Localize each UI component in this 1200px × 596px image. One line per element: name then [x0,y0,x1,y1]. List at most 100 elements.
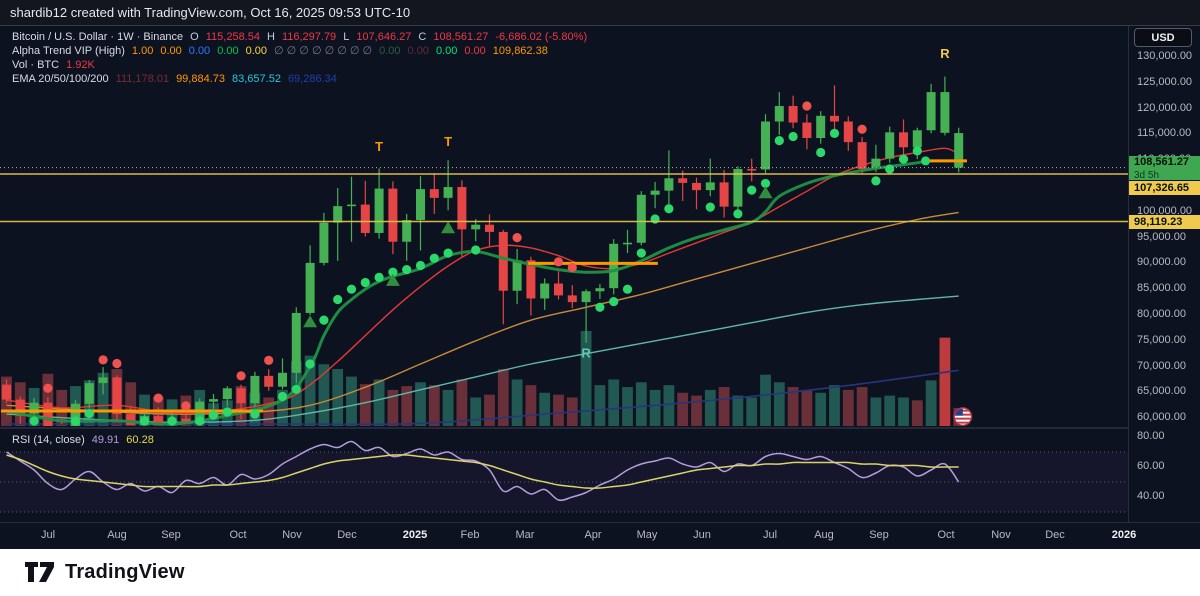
tradingview-logo-icon [25,562,54,582]
time-axis-label: Nov [282,529,302,541]
legend-value: 107,646.27 [356,31,412,43]
legend-label: EMA 20/50/100/200 [12,73,109,85]
time-axis-label: Feb [460,529,480,541]
alert-price-badge: 107,326.65 [1129,180,1200,195]
legend-value: C [418,31,427,43]
time-axis-label: Apr [584,529,602,541]
price-axis-label: 115,000.00 [1137,127,1192,140]
legend-value: 1.00 [131,45,154,57]
letter-marker: T [444,134,452,149]
rsi-axis-label: 60.00 [1137,460,1165,472]
rsi-axis-label: 80.00 [1137,430,1165,442]
letter-marker: T [375,139,383,154]
legend-value: L [343,31,350,43]
time-axis-label: Mar [515,529,535,541]
symbol-legend[interactable]: Bitcoin / U.S. Dollar · 1W · Binance O 115… [12,30,594,86]
time-axis-label: 2026 [1111,529,1137,541]
price-axis-label: 70,000.00 [1137,359,1186,372]
rsi-legend[interactable]: RSI (14, close) 49.91 60.28 [12,433,161,447]
tradingview-wordmark: TradingView [65,560,185,583]
price-axis-label: 125,000.00 [1137,75,1193,88]
tradingview-logo[interactable]: TradingView [24,559,185,585]
time-axis-label: Oct [937,529,955,541]
legend-value: 0.00 [379,45,401,57]
legend-value: 0.00 [407,45,429,57]
legend-row[interactable]: EMA 20/50/100/200 111,178.01 99,884.73 83,6… [12,72,594,86]
time-axis-label: Jun [693,529,711,541]
price-axis-label: 75,000.00 [1137,333,1186,346]
price-axis-label: 65,000.00 [1137,385,1186,398]
rsi-legend-label: RSI (14, close) [12,434,85,446]
legend-value: H [266,31,275,43]
legend-value: 116,297.79 [281,31,337,43]
legend-value: 0.00 [188,45,211,57]
time-axis[interactable]: Jul Aug Sep Oct Nov Dec 2025 Feb Mar Apr May Jun Jul… [0,522,1200,549]
price-axis-label: 120,000.00 [1137,101,1193,114]
legend-value: 111,178.01 [115,73,170,85]
legend-value: 0.00 [245,45,268,57]
price-axis-label: 100,000.00 [1137,204,1193,217]
time-axis-label: Aug [107,529,127,541]
time-axis-label: Jul [762,529,778,541]
legend-label: Vol · BTC [12,59,60,71]
price-axis-label: 95,000.00 [1137,230,1186,243]
ema50-line [6,211,959,415]
alpha-trend-line [6,159,926,426]
rsi-pane [0,440,1128,513]
rsi-ma-line [6,454,959,489]
letter-marker: R [940,46,950,61]
current-price-badge: 108,561.27 3d 5h [1129,155,1200,181]
price-axis-label: 90,000.00 [1137,256,1186,269]
legend-value: 0.00 [160,45,182,57]
ema20-line [6,147,960,414]
time-axis-label: Sep [161,529,181,541]
price-axis-label: 60,000.00 [1137,411,1186,424]
legend-value: 115,258.54 [205,31,260,43]
legend-value: 108,561.27 [433,31,489,43]
signal-markers [29,101,922,426]
time-axis-label: Sep [869,529,889,541]
legend-value: ∅ ∅ ∅ ∅ ∅ ∅ ∅ ∅ [274,45,373,57]
legend-value: O [190,31,199,43]
time-axis-label: Jul [40,529,56,541]
legend-row[interactable]: Vol · BTC 1.92K [12,58,594,72]
legend-value: -6,686.02 (-5.80%) [495,31,588,43]
time-axis-label: Oct [229,529,247,541]
legend-label: Bitcoin / U.S. Dollar · 1W · Binance [12,31,184,43]
currency-toggle-button[interactable]: USD [1134,28,1192,47]
legend-value: 99,884.73 [176,73,225,85]
legend-value: 0.00 [217,45,239,57]
legend-row[interactable]: Alpha Trend VIP (High) 1.00 0.00 0.00 0.00 0.… [12,44,594,58]
chart-canvas[interactable]: T T R R [0,26,1128,523]
legend-value: 0.00 [435,45,458,57]
time-axis-label: May [636,529,658,541]
legend-value: 83,657.52 [232,73,281,85]
legend-label: Alpha Trend VIP (High) [12,45,125,57]
us-flag-event-icon[interactable] [953,407,973,427]
watermark-text: shardib12 created with TradingView.com, … [10,5,411,20]
time-axis-label: Aug [814,529,834,541]
rsi-legend-value: 49.91 [91,434,120,446]
time-axis-label: 2025 [402,529,428,541]
price-axis[interactable]: USD 130,000.00 125,000.00 120,000.00 115,00… [1128,26,1200,522]
price-pane [0,76,967,426]
price-axis-label: 85,000.00 [1137,282,1186,295]
price-axis-label: 130,000.00 [1137,50,1193,62]
alert-price-badge: 98,119.23 [1129,214,1200,229]
price-axis-label: 80,000.00 [1137,308,1186,320]
legend-value: 69,286.34 [287,73,337,85]
legend-value: 0.00 [464,45,486,57]
time-axis-label: Dec [1045,529,1065,541]
rsi-legend-value: 60.28 [126,434,154,446]
time-axis-label: Dec [337,529,357,541]
time-axis-label: Nov [991,529,1011,541]
footer: TradingView [0,548,1200,596]
header-bar: shardib12 created with TradingView.com, … [0,0,1200,26]
candles [2,76,964,426]
letter-marker: R [581,345,591,360]
legend-value: 109,862.38 [492,45,548,57]
rsi-axis-label: 40.00 [1137,490,1165,502]
legend-value: 1.92K [66,59,95,71]
legend-row[interactable]: Bitcoin / U.S. Dollar · 1W · Binance O 115… [12,30,594,44]
